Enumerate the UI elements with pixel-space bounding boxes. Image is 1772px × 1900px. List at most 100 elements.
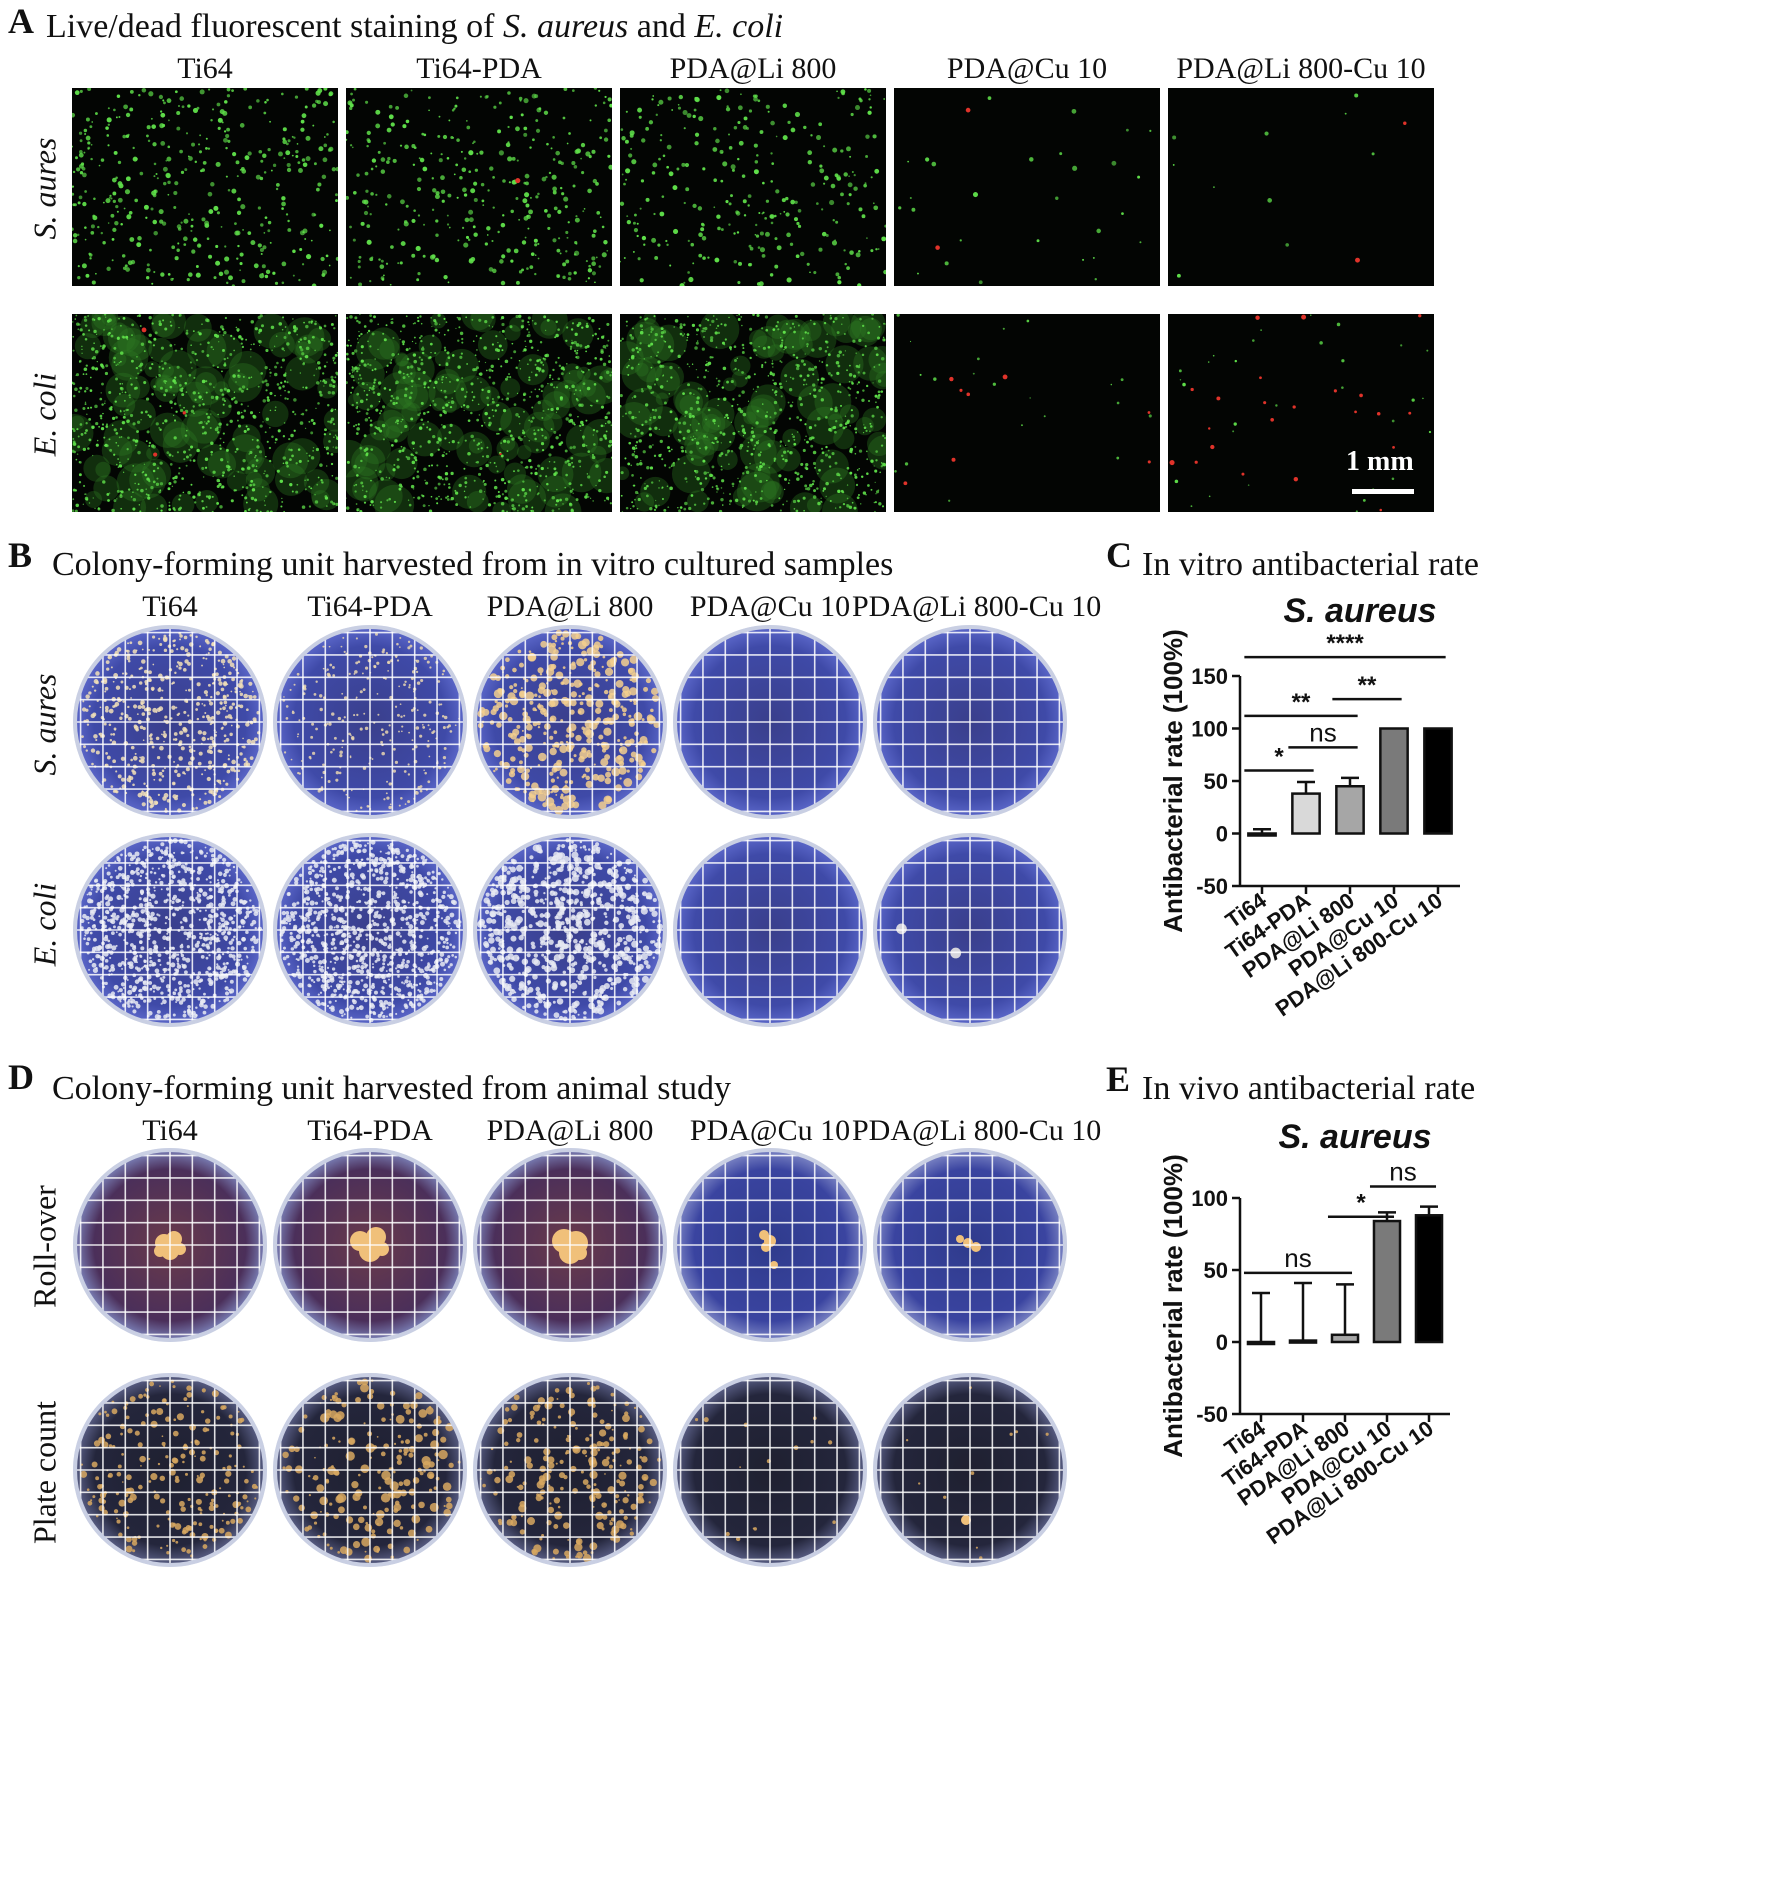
- bar: [1247, 832, 1277, 837]
- fluorescence-image: [620, 314, 886, 512]
- significance-label: ns: [1284, 1243, 1311, 1273]
- panel-e-letter: E: [1106, 1059, 1131, 1099]
- bar: [1246, 1340, 1276, 1346]
- petri-plate: [673, 1373, 867, 1567]
- petri-plate: [73, 625, 267, 819]
- panel-d-col-label: PDA@Li 800: [486, 1114, 654, 1147]
- y-tick-label: 50: [1204, 1258, 1228, 1283]
- panel-a-letter: A: [8, 1, 34, 41]
- panel-b-title: Colony-forming unit harvested from in vi…: [52, 546, 894, 583]
- fluorescence-image: [620, 88, 886, 286]
- petri-plate: [873, 833, 1067, 1027]
- petri-plate: [273, 1373, 467, 1567]
- petri-plate: [473, 833, 667, 1027]
- panel-e-title: In vivo antibacterial rate: [1142, 1070, 1476, 1107]
- panel-a-row-label-ecoli: E. coli: [26, 372, 63, 457]
- panel-d-col-label: PDA@Cu 10: [689, 1114, 851, 1147]
- petri-plate: [473, 1148, 667, 1342]
- bar: [1423, 727, 1453, 835]
- panel-a-title-species2: E. coli: [694, 8, 784, 45]
- panel-a-title: Live/dead fluorescent staining of S. aur…: [46, 8, 783, 46]
- y-tick-label: 0: [1216, 822, 1228, 847]
- petri-plate: [273, 1148, 467, 1342]
- panel-b-col-label: PDA@Li 800-Cu 10: [852, 590, 1102, 623]
- panel-b-col-label: PDA@Li 800: [486, 590, 654, 623]
- fluorescence-image: [72, 88, 338, 286]
- y-tick-label: 0: [1216, 1330, 1228, 1355]
- scale-bar-label: 1 mm: [1346, 446, 1414, 477]
- bar: [1291, 792, 1321, 835]
- panel-b-letter: B: [8, 535, 33, 575]
- petri-plate: [873, 625, 1067, 819]
- petri-plate: [473, 625, 667, 819]
- bar: [1379, 727, 1409, 835]
- panel-c-title: In vitro antibacterial rate: [1142, 546, 1479, 583]
- fluorescence-image: [894, 88, 1160, 286]
- petri-plate: [73, 1148, 267, 1342]
- panel-d-row-label-rollover: Roll-over: [26, 1185, 63, 1308]
- fluorescence-image: [346, 88, 612, 286]
- panel-a-title-part2: and: [628, 8, 695, 45]
- panel-a-title-part1: Live/dead fluorescent staining of: [46, 8, 503, 45]
- significance-label: ns: [1309, 717, 1336, 747]
- panel-d-title: Colony-forming unit harvested from anima…: [52, 1070, 731, 1107]
- petri-plate: [673, 625, 867, 819]
- significance-label: *: [1356, 1190, 1366, 1217]
- y-tick-label: -50: [1196, 874, 1228, 899]
- petri-plate: [873, 1148, 1067, 1342]
- petri-plate: [73, 833, 267, 1027]
- chart-in-vitro-antibacterial-rate: S. aureus Antibacterial rate (100%) -50 0 50…: [1158, 592, 1460, 1021]
- panel-a-col-label: Ti64: [177, 52, 233, 85]
- significance-label: ****: [1326, 630, 1364, 657]
- y-axis-label: Antibacterial rate (100%): [1158, 1154, 1188, 1457]
- significance-label: *: [1274, 744, 1284, 771]
- y-tick-label: -50: [1196, 1402, 1228, 1427]
- scale-bar: [1352, 489, 1414, 494]
- chart-in-vivo-antibacterial-rate: S. aureus Antibacterial rate (100%) -50 0 50…: [1158, 1118, 1450, 1549]
- petri-plate: [473, 1373, 667, 1567]
- fluorescence-image: [1168, 88, 1434, 286]
- panel-b-row-label-saureus: S. aures: [26, 673, 63, 776]
- bar: [1414, 1214, 1444, 1344]
- significance-label: ns: [1389, 1156, 1416, 1186]
- petri-plate: [273, 625, 467, 819]
- panel-b-col-label: Ti64-PDA: [307, 590, 433, 623]
- panel-d-letter: D: [8, 1057, 34, 1097]
- panel-c-letter: C: [1106, 535, 1132, 575]
- panel-d-row-label-platecount: Plate count: [26, 1400, 63, 1545]
- significance-label: **: [1292, 689, 1311, 716]
- panel-d-col-label: Ti64-PDA: [307, 1114, 433, 1147]
- panel-d-col-label: Ti64: [142, 1114, 198, 1147]
- petri-plate: [873, 1373, 1067, 1567]
- panel-a-title-species1: S. aureus: [502, 8, 629, 45]
- y-axis-label: Antibacterial rate (100%): [1158, 629, 1188, 932]
- y-tick-label: 100: [1191, 1186, 1228, 1211]
- panel-a-row-label-saureus: S. aures: [26, 137, 63, 240]
- bar: [1288, 1339, 1318, 1344]
- fluorescence-image: [894, 314, 1160, 512]
- y-tick-label: 100: [1191, 717, 1228, 742]
- panel-b-col-label: Ti64: [142, 590, 198, 623]
- panel-a-col-label: PDA@Cu 10: [946, 52, 1108, 85]
- panel-b-col-label: PDA@Cu 10: [689, 590, 851, 623]
- bar: [1330, 1333, 1360, 1344]
- panel-a-col-label: PDA@Li 800-Cu 10: [1176, 52, 1426, 85]
- y-tick-label: 150: [1191, 664, 1228, 689]
- petri-plate: [73, 1373, 267, 1567]
- petri-plate: [673, 1148, 867, 1342]
- petri-plate: [273, 833, 467, 1027]
- panel-a-col-label: Ti64-PDA: [416, 52, 542, 85]
- chart-title: S. aureus: [1283, 592, 1436, 630]
- bar: [1372, 1219, 1402, 1344]
- significance-label: **: [1358, 672, 1377, 699]
- chart-title: S. aureus: [1278, 1118, 1431, 1156]
- fluorescence-image: [346, 314, 612, 512]
- panel-d-col-label: PDA@Li 800-Cu 10: [852, 1114, 1102, 1147]
- fluorescence-image: [72, 314, 338, 512]
- bar: [1335, 785, 1365, 835]
- y-tick-label: 50: [1204, 769, 1228, 794]
- petri-plate: [673, 833, 867, 1027]
- panel-b-row-label-ecoli: E. coli: [26, 882, 63, 967]
- fluorescence-image: [1168, 314, 1434, 512]
- panel-a-col-label: PDA@Li 800: [669, 52, 837, 85]
